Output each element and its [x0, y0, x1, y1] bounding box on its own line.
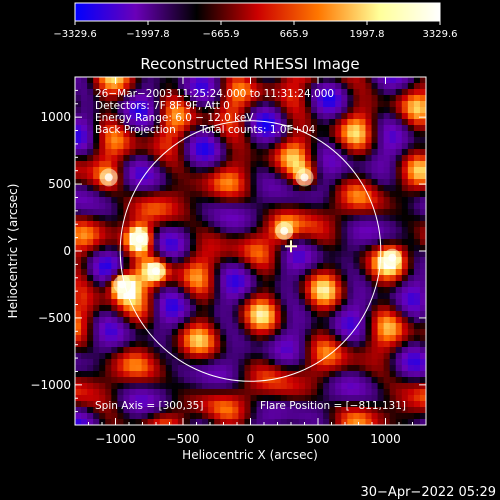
- annotation-energy-range: Energy Range: 6.0 − 12.0 keV: [95, 112, 254, 124]
- colorbar-tick-label: 1997.8: [350, 29, 385, 40]
- colorbar-tick-label: 665.9: [280, 29, 309, 40]
- flare-marker-cross: [285, 240, 297, 253]
- annotation-time-range: 26−Mar−2003 11:25:24.000 to 11:31:24.000: [95, 88, 334, 100]
- colorbar-tick-label: 3329.6: [423, 29, 458, 40]
- y-tick-label: 1000: [40, 110, 71, 124]
- y-tick-label: −500: [38, 311, 71, 325]
- annotation-spin-axis: Spin Axis = [300,35]: [95, 400, 203, 412]
- bright-source-core: [388, 253, 397, 262]
- colorbar-tick-label: −1997.8: [126, 29, 169, 40]
- bright-source-core: [300, 173, 309, 182]
- x-axis-label: Heliocentric X (arcsec): [182, 448, 318, 462]
- annotation-total-counts: Total counts: 1.0E+04: [199, 124, 316, 136]
- colorbar-tick-label: −665.9: [202, 29, 239, 40]
- bright-source-core: [135, 234, 144, 243]
- axis-ticks: −1000 −500 0 500 1000 1000 500 0 −500 −1000: [30, 77, 426, 446]
- annotation-detectors: Detectors: 7F 8F 9F, Att 0: [95, 100, 230, 112]
- x-tick-label: −500: [167, 432, 200, 446]
- colorbar-gradient: [74, 2, 441, 22]
- y-tick-label: 500: [48, 177, 71, 191]
- x-tick-label: 0: [247, 432, 255, 446]
- timestamp: 30−Apr−2022 05:29: [361, 485, 497, 500]
- annotation-method: Back Projection: [95, 124, 176, 136]
- y-tick-label: 0: [63, 244, 71, 258]
- x-tick-label: 1000: [370, 432, 401, 446]
- colorbar: −3329.6 −1997.8 −665.9 665.9 1997.8 3329.6: [53, 2, 458, 40]
- colorbar-tick-label: −3329.6: [53, 29, 96, 40]
- solar-disk-limb: [119, 120, 382, 382]
- image-plot: −1000 −500 0 500 1000 1000 500 0 −500 −1000: [30, 76, 427, 446]
- annotations: 26−Mar−2003 11:25:24.000 to 11:31:24.000…: [95, 88, 406, 412]
- bright-source-core: [152, 267, 160, 276]
- chart-title: Reconstructed RHESSI Image: [140, 55, 359, 73]
- bright-source-core: [280, 226, 289, 235]
- bright-source-core: [104, 173, 113, 182]
- y-tick-label: −1000: [30, 378, 71, 392]
- x-tick-label: −1000: [95, 432, 136, 446]
- y-axis-label: Heliocentric Y (arcsec): [6, 184, 20, 319]
- annotation-flare-position: Flare Position = [−811,131]: [260, 400, 406, 412]
- heatmap: [75, 77, 426, 425]
- x-tick-label: 500: [307, 432, 330, 446]
